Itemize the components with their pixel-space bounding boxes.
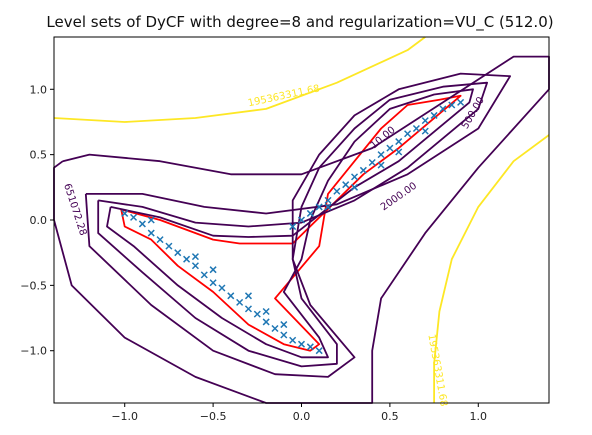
scatter-point bbox=[351, 173, 359, 181]
chart-title: Level sets of DyCF with degree=8 and reg… bbox=[46, 13, 553, 32]
scatter-point bbox=[244, 292, 252, 300]
contour-line-4 bbox=[53, 55, 550, 404]
contour-label-4: 195363311.68 bbox=[247, 83, 321, 109]
scatter-point bbox=[315, 203, 323, 211]
scatter-point bbox=[191, 262, 199, 270]
scatter-point bbox=[253, 310, 261, 318]
y-tick-label: 0.0 bbox=[30, 214, 48, 227]
x-tick-label: 0.5 bbox=[381, 410, 399, 423]
contour-label-1: 500.00 bbox=[460, 95, 487, 131]
contour-label-5: 195363311.68 bbox=[425, 333, 449, 407]
scatter-point bbox=[174, 249, 182, 257]
scatter-point bbox=[280, 331, 288, 339]
scatter-point bbox=[147, 229, 155, 237]
scatter-point bbox=[183, 255, 191, 263]
scatter-point bbox=[156, 236, 164, 244]
contour-line-5 bbox=[53, 36, 426, 123]
scatter-point bbox=[377, 161, 385, 169]
contour-line-3 bbox=[84, 72, 511, 378]
scatter-point bbox=[430, 111, 438, 119]
x-axis-ticks: −1.0 −0.5 0.0 0.5 1.0 bbox=[111, 403, 487, 423]
scatter-point bbox=[227, 292, 235, 300]
scatter-point bbox=[342, 181, 350, 189]
scatter-point bbox=[147, 216, 155, 224]
scatter-point bbox=[191, 253, 199, 261]
scatter-point bbox=[244, 305, 252, 313]
scatter-point bbox=[324, 196, 332, 204]
scatter-point bbox=[351, 183, 359, 191]
y-tick-label: −0.5 bbox=[20, 279, 47, 292]
scatter-point bbox=[289, 223, 297, 231]
plot-area: 10.00500.002000.00651072.28195363311.681… bbox=[53, 36, 550, 407]
scatter-point bbox=[209, 279, 217, 287]
y-tick-label: 1.0 bbox=[30, 83, 48, 96]
x-tick-label: −0.5 bbox=[200, 410, 227, 423]
scatter-point bbox=[165, 242, 173, 250]
scatter-point bbox=[271, 324, 279, 333]
scatter-point bbox=[448, 101, 456, 109]
scatter-point bbox=[121, 209, 129, 217]
y-axis-ticks: 1.0 0.5 0.0 −0.5 −1.0 bbox=[20, 83, 54, 358]
scatter-point bbox=[359, 166, 367, 174]
scatter-point bbox=[289, 336, 297, 344]
scatter-point bbox=[404, 130, 412, 138]
scatter-point bbox=[386, 144, 394, 152]
scatter-point bbox=[439, 105, 447, 113]
contour-lines bbox=[53, 36, 550, 404]
scatter-point bbox=[395, 148, 403, 156]
scatter-point bbox=[236, 298, 244, 306]
scatter-point bbox=[262, 318, 270, 326]
scatter-point bbox=[138, 220, 146, 228]
scatter-point bbox=[395, 138, 403, 146]
scatter-point bbox=[377, 151, 385, 159]
scatter-point bbox=[457, 98, 465, 106]
scatter-point bbox=[315, 347, 323, 355]
scatter-point bbox=[412, 124, 420, 133]
scatter-point bbox=[218, 284, 226, 292]
x-tick-label: 0.0 bbox=[293, 410, 311, 423]
scatter-point bbox=[130, 213, 138, 221]
scatter-point bbox=[368, 158, 376, 167]
scatter-point bbox=[421, 127, 429, 135]
scatter-point bbox=[324, 203, 332, 211]
scatter-point bbox=[262, 307, 270, 316]
scatter-point bbox=[306, 343, 314, 351]
contour-line-6 bbox=[433, 134, 550, 403]
contour-label-2: 2000.00 bbox=[379, 181, 419, 214]
scatter-point bbox=[421, 117, 429, 125]
scatter-point bbox=[306, 209, 314, 217]
contour-label-3: 651072.28 bbox=[61, 182, 88, 237]
scatter-point bbox=[297, 340, 306, 348]
contour-line-0 bbox=[120, 94, 462, 352]
scatter-point bbox=[209, 266, 217, 274]
scatter-point bbox=[280, 321, 288, 329]
y-tick-label: −1.0 bbox=[20, 345, 47, 358]
scatter-point bbox=[333, 187, 341, 195]
y-tick-label: 0.5 bbox=[30, 149, 48, 162]
x-tick-label: 1.0 bbox=[470, 410, 488, 423]
scatter-point bbox=[200, 271, 208, 279]
scatter-point bbox=[297, 216, 306, 224]
scatter-points bbox=[121, 98, 465, 355]
x-tick-label: −1.0 bbox=[111, 410, 138, 423]
